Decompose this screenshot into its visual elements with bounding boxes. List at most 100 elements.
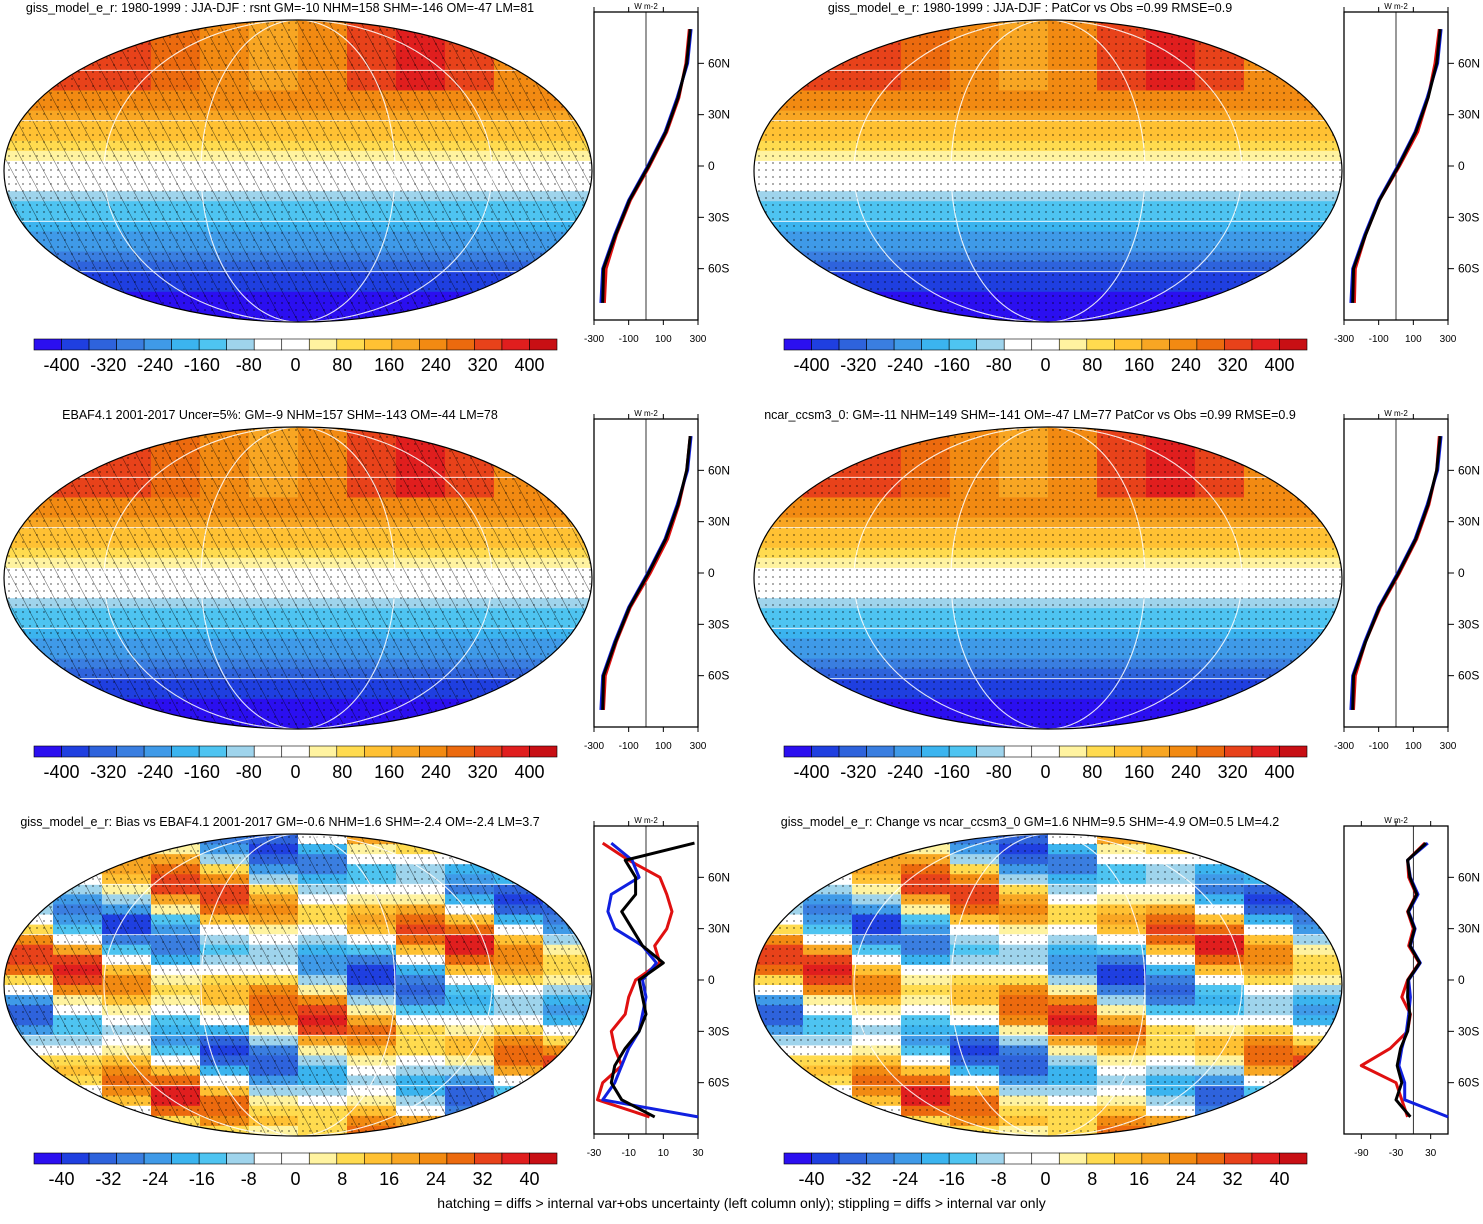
colorbar-swatch bbox=[921, 338, 950, 351]
map-cell bbox=[1293, 30, 1342, 42]
map-cell bbox=[102, 1125, 152, 1136]
colorbar-swatch bbox=[116, 338, 145, 351]
map-cell bbox=[494, 427, 544, 439]
colorbar: -40 -32 -24 -16 -8 0 8 16 24 32 40 bbox=[783, 1152, 1308, 1189]
map-cell bbox=[494, 1115, 544, 1127]
map-cell bbox=[543, 884, 592, 896]
colorbar-swatch bbox=[1031, 338, 1060, 351]
map-cell bbox=[754, 447, 804, 459]
map-cell bbox=[803, 844, 853, 856]
zonal-series-line bbox=[601, 28, 692, 303]
map-cell bbox=[1195, 844, 1245, 856]
map-cell bbox=[754, 80, 804, 92]
map-cell bbox=[445, 834, 495, 846]
map-cell bbox=[543, 894, 592, 906]
map-cell bbox=[1244, 437, 1294, 449]
map-outline bbox=[3, 426, 593, 730]
lat-tick-label: 30S bbox=[1458, 1024, 1479, 1038]
map-cell bbox=[852, 311, 902, 322]
map-cell bbox=[1244, 457, 1294, 469]
map-cell bbox=[4, 50, 54, 62]
colorbar-tick-label: -80 bbox=[986, 355, 1012, 375]
map-cell bbox=[543, 311, 592, 322]
colorbar-tick-label: 400 bbox=[1264, 355, 1294, 375]
map-cell bbox=[4, 427, 54, 439]
map-cell bbox=[1244, 688, 1294, 700]
colorbar-tick-label: 32 bbox=[1223, 1169, 1243, 1189]
colorbar-swatch bbox=[446, 338, 475, 351]
colorbar-swatch bbox=[529, 745, 558, 758]
colorbar-tick-label: -320 bbox=[840, 355, 876, 375]
map-cell bbox=[53, 40, 103, 52]
colorbar-swatch bbox=[783, 338, 812, 351]
map-cell bbox=[754, 311, 804, 322]
map-cell bbox=[803, 708, 853, 720]
map-cell bbox=[4, 1095, 54, 1107]
colorbar-swatch bbox=[198, 745, 227, 758]
colorbar-tick-label: 400 bbox=[514, 762, 544, 782]
map-cell bbox=[494, 688, 544, 700]
map-cell bbox=[1195, 708, 1245, 720]
colorbar-swatch bbox=[364, 338, 393, 351]
colorbar-tick-label: -400 bbox=[794, 355, 830, 375]
colorbar-tick-label: -400 bbox=[794, 762, 830, 782]
x-tick-label: 300 bbox=[1440, 334, 1457, 345]
map-cell bbox=[543, 688, 592, 700]
map-cell bbox=[445, 718, 495, 729]
map-cell bbox=[4, 487, 54, 499]
map-cell bbox=[53, 718, 103, 729]
map-cell bbox=[852, 844, 902, 856]
map-cell bbox=[102, 1115, 152, 1127]
colorbar-swatch bbox=[921, 745, 950, 758]
map-cell bbox=[543, 271, 592, 283]
colorbar-swatch bbox=[1224, 745, 1253, 758]
colorbar-swatch bbox=[336, 745, 365, 758]
colorbar-swatch bbox=[811, 745, 840, 758]
colorbar-swatch bbox=[529, 338, 558, 351]
colorbar-swatch bbox=[336, 338, 365, 351]
map-cell bbox=[102, 427, 152, 439]
colorbar-swatch bbox=[171, 1152, 200, 1165]
map-cell bbox=[1293, 668, 1342, 680]
map-cell bbox=[1146, 718, 1196, 729]
lat-tick-label: 0 bbox=[1458, 159, 1465, 173]
map-group bbox=[753, 19, 1343, 323]
map-cell bbox=[53, 457, 103, 469]
colorbar-tick-label: 40 bbox=[1269, 1169, 1289, 1189]
meridian-line bbox=[950, 834, 1146, 1136]
meridian-line bbox=[200, 834, 396, 1136]
map-cell bbox=[53, 427, 103, 439]
colorbar-swatch bbox=[1003, 338, 1033, 351]
zonal-series-line bbox=[1351, 28, 1442, 303]
colorbar-swatch bbox=[948, 745, 977, 758]
map-cell bbox=[4, 698, 54, 710]
colorbar-tick-label: 0 bbox=[1040, 762, 1050, 782]
map-cell bbox=[543, 291, 592, 303]
map-cell bbox=[4, 894, 54, 906]
map-cell bbox=[53, 854, 103, 866]
colorbar-tick-label: 240 bbox=[421, 355, 451, 375]
map-cell bbox=[4, 457, 54, 469]
colorbar-swatch bbox=[1003, 1152, 1033, 1165]
panel-title: giss_model_e_r: Change vs ncar_ccsm3_0 G… bbox=[780, 815, 1280, 829]
colorbar-swatch bbox=[391, 338, 420, 351]
colorbar-swatch bbox=[1169, 1152, 1198, 1165]
lat-tick-label: 30S bbox=[708, 210, 729, 224]
colorbar-swatch bbox=[364, 1152, 393, 1165]
x-tick-label: -90 bbox=[1354, 1148, 1369, 1159]
colorbar-swatch bbox=[866, 1152, 895, 1165]
map-cell bbox=[803, 1115, 853, 1127]
map-cell bbox=[53, 20, 103, 32]
x-tick-label: -30 bbox=[1389, 1148, 1404, 1159]
unit-label: W m-2 bbox=[1384, 816, 1408, 825]
colorbar-swatch bbox=[1141, 745, 1170, 758]
colorbar-swatch bbox=[1003, 745, 1033, 758]
panel-seasonal-patcor: giss_model_e_r: 1980-1999 : JJA-DJF : Pa… bbox=[750, 0, 1483, 405]
colorbar-tick-label: -240 bbox=[137, 355, 173, 375]
map-cell bbox=[543, 427, 592, 439]
lat-tick-label: 0 bbox=[708, 973, 715, 987]
map-cell bbox=[102, 437, 152, 449]
map-cell bbox=[1244, 20, 1294, 32]
colorbar-swatch bbox=[226, 338, 255, 351]
map-cell bbox=[445, 844, 495, 856]
